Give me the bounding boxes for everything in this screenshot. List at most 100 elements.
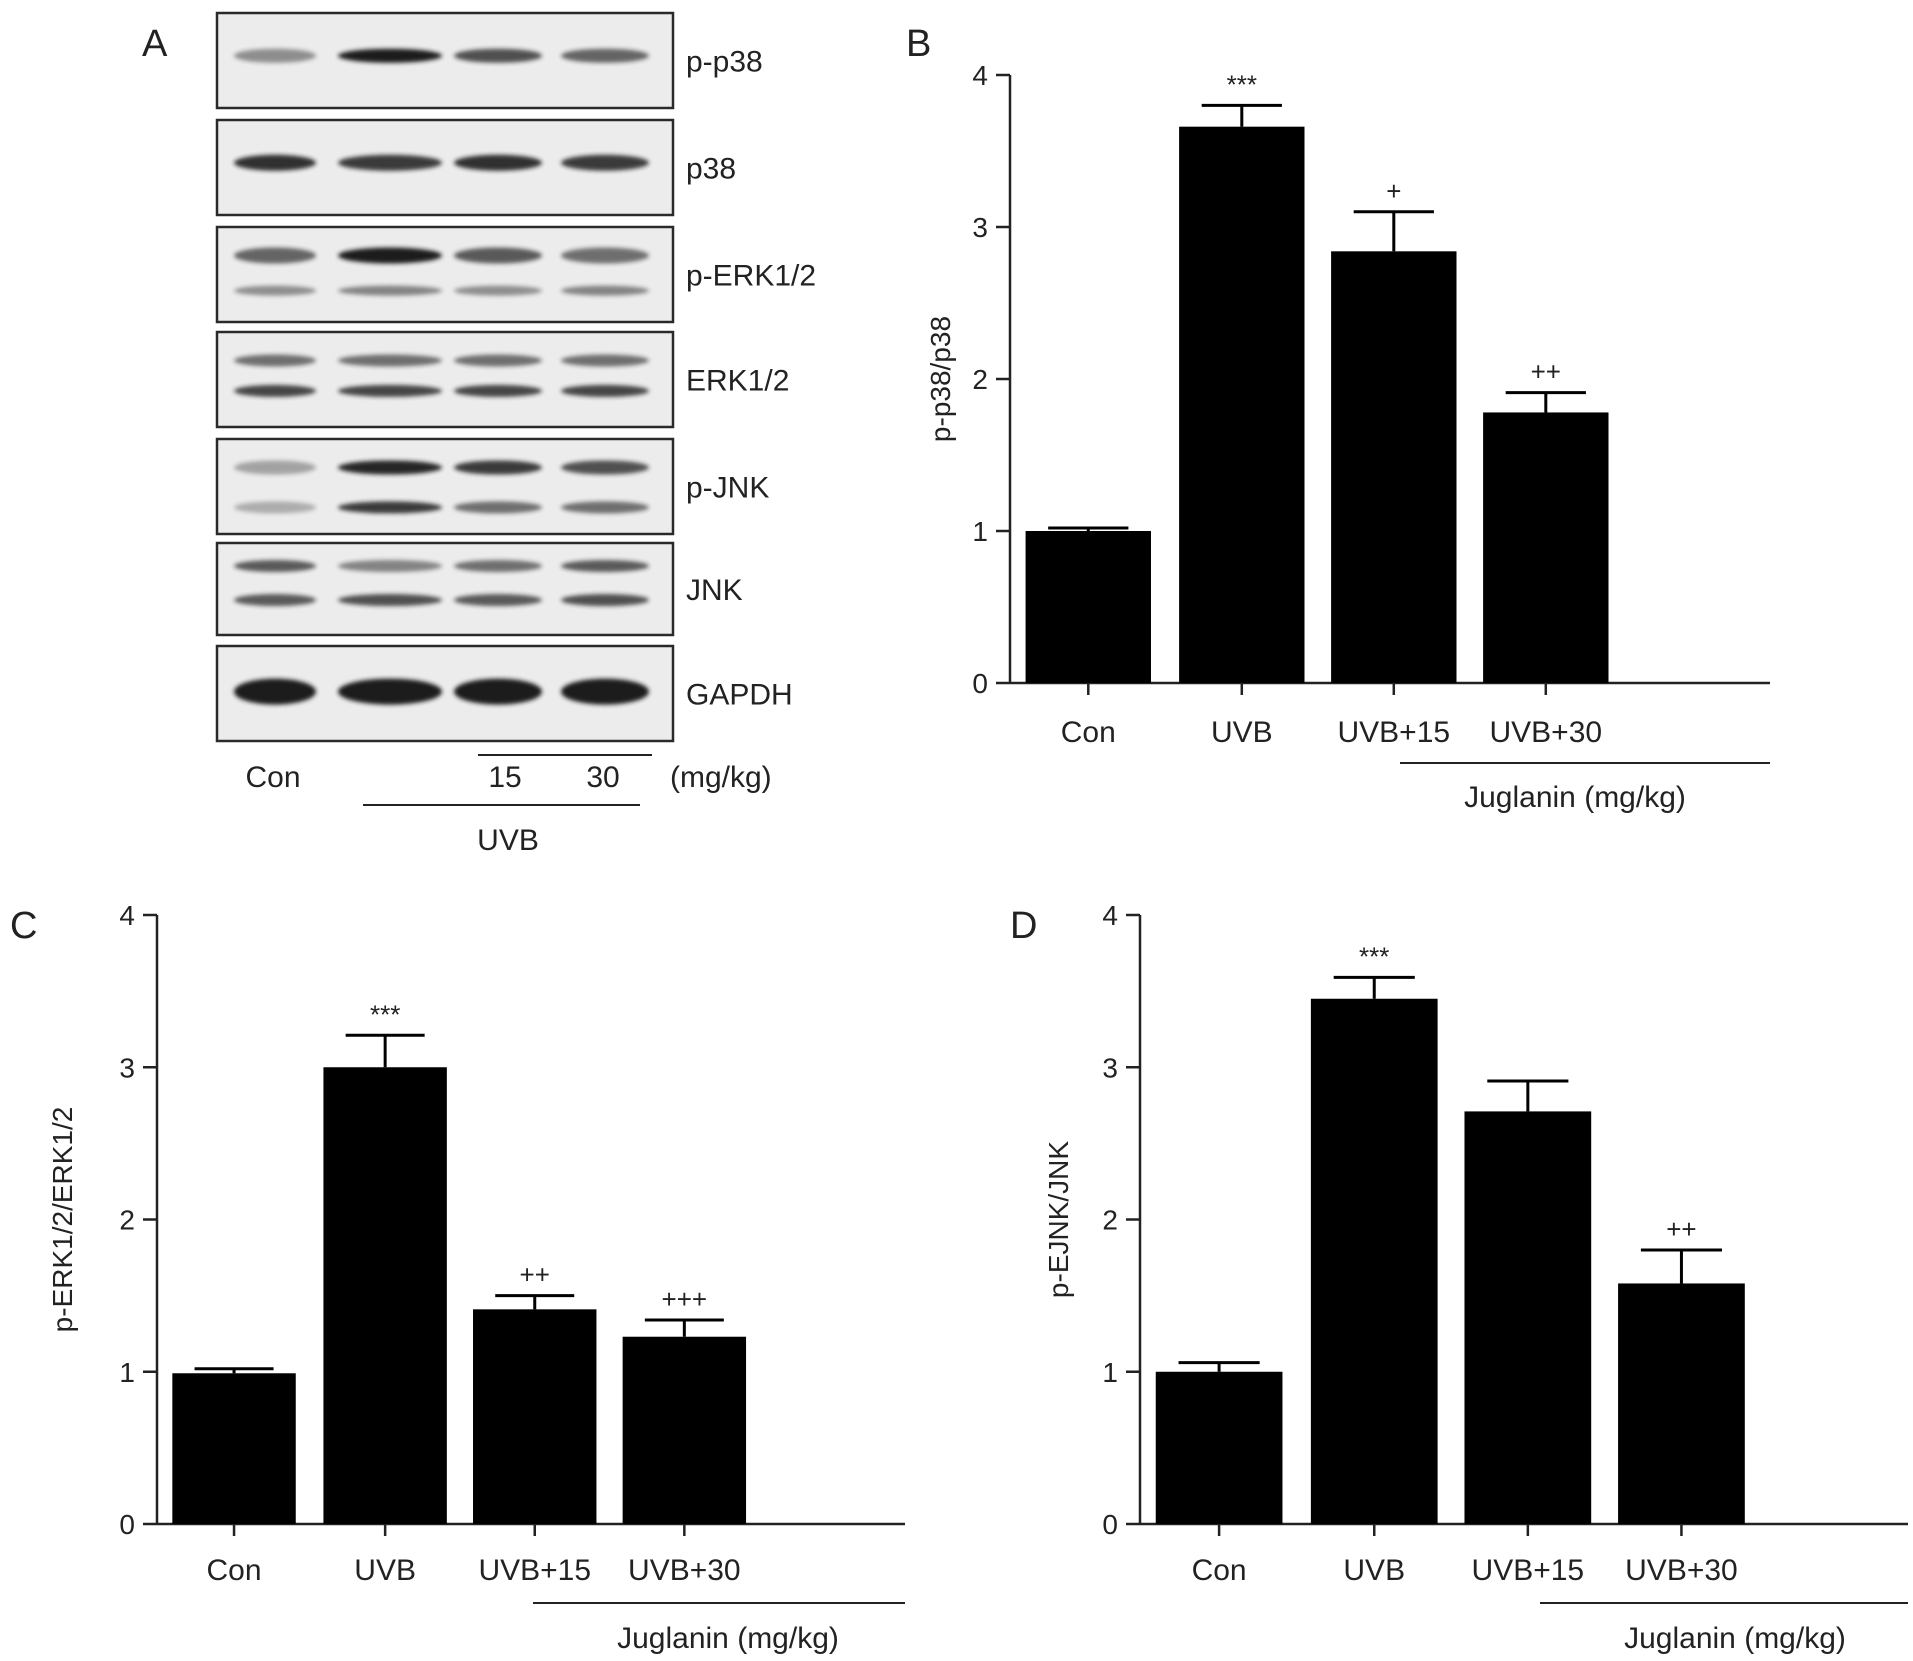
lane-label-30: 30 — [586, 761, 619, 794]
blot-band — [234, 678, 316, 705]
lane-label-unit: (mg/kg) — [670, 761, 772, 794]
blot-band — [561, 247, 649, 264]
y-axis-label: p-EJNK/JNK — [1043, 1141, 1074, 1298]
y-tick-label: 3 — [1102, 1052, 1118, 1083]
y-tick-label: 3 — [119, 1052, 135, 1083]
category-label: UVB+30 — [628, 1554, 741, 1587]
bar — [1464, 1111, 1592, 1524]
blot-band — [454, 247, 542, 264]
significance-label: ++ — [520, 1260, 550, 1290]
blot-band — [454, 48, 542, 63]
panel-label-a: A — [142, 23, 168, 65]
group-label: Juglanin (mg/kg) — [1464, 781, 1686, 814]
blot-protein-label: p-JNK — [686, 472, 769, 505]
blot-band — [454, 594, 542, 607]
blot-band — [338, 384, 442, 397]
blot-strip — [215, 225, 675, 324]
chart-panel-d: D 0 1 2 3 4 p-EJNK/JNK Con *** UVB UVB+15 ++ UVB+30 J… — [1010, 900, 1908, 1655]
blot-strip-frame — [215, 541, 675, 637]
y-tick-label: 2 — [972, 364, 988, 395]
category-label: UVB — [1343, 1554, 1405, 1587]
blot-protein-label: GAPDH — [686, 679, 793, 712]
blot-protein-labels: p-p38 p38 p-ERK1/2 ERK1/2 p-JNK JNK GAPDH — [686, 46, 816, 712]
blot-band — [234, 154, 316, 171]
blot-band — [234, 285, 316, 296]
group-label: Juglanin (mg/kg) — [617, 1622, 839, 1655]
significance-label: *** — [1359, 941, 1389, 971]
bar — [323, 1067, 447, 1524]
blot-strip — [215, 541, 675, 637]
y-tick-label: 0 — [119, 1509, 135, 1540]
blot-band — [561, 560, 649, 572]
blot-strip — [215, 118, 675, 217]
blot-band — [338, 285, 442, 296]
blot-band — [338, 594, 442, 607]
blot-band — [234, 384, 316, 397]
bar — [172, 1373, 296, 1524]
bar — [1483, 412, 1609, 683]
chart-panel-b: B 0 1 2 3 4 p-p38/p38 Con *** UVB + UVB+15 ++ UVB+30 J… — [906, 23, 1770, 814]
group-label: Juglanin (mg/kg) — [1624, 1622, 1846, 1655]
panel-label: D — [1010, 905, 1037, 947]
y-tick-label: 1 — [119, 1357, 135, 1388]
panel-label: C — [10, 905, 37, 947]
y-tick-label: 4 — [1102, 900, 1118, 931]
blot-band — [561, 384, 649, 397]
blot-protein-label: p-p38 — [686, 46, 763, 79]
western-blot-panel: A p-p38 p38 p-ERK1/2 ERK1/2 p-JNK JNK GAPDH Co… — [142, 11, 816, 857]
y-axis-label: p-ERK1/2/ERK1/2 — [47, 1107, 78, 1333]
blot-strip-frame — [215, 437, 675, 536]
blot-band — [454, 384, 542, 397]
blot-band — [234, 594, 316, 607]
blot-protein-label: ERK1/2 — [686, 365, 789, 398]
bar — [1310, 998, 1438, 1524]
blot-band — [234, 501, 316, 514]
blot-strip-frame — [215, 330, 675, 429]
y-tick-label: 4 — [119, 900, 135, 931]
blot-strip — [215, 330, 675, 429]
blot-strip — [215, 437, 675, 536]
y-tick-label: 0 — [1102, 1509, 1118, 1540]
bar — [622, 1336, 747, 1524]
blot-band — [338, 560, 442, 572]
y-tick-label: 4 — [972, 60, 988, 91]
category-label: Con — [1192, 1554, 1247, 1587]
lane-label-15: 15 — [488, 761, 521, 794]
blot-band — [561, 594, 649, 607]
blot-band — [338, 354, 442, 367]
lane-label-uvb: UVB — [477, 824, 539, 857]
category-label: UVB+15 — [478, 1554, 591, 1587]
blot-band — [454, 501, 542, 514]
blot-band — [454, 678, 542, 705]
y-tick-label: 1 — [1102, 1357, 1118, 1388]
blot-band — [338, 247, 442, 264]
bar — [1331, 251, 1457, 683]
blot-band — [338, 501, 442, 514]
blot-band — [561, 48, 649, 63]
y-tick-label: 0 — [972, 668, 988, 699]
category-label: UVB — [354, 1554, 416, 1587]
blot-strips — [215, 11, 675, 743]
blot-band — [561, 460, 649, 475]
blot-strip — [215, 644, 675, 743]
blot-protein-label: JNK — [686, 574, 743, 607]
bar — [1179, 126, 1305, 684]
y-axis-label: p-p38/p38 — [925, 316, 956, 442]
blot-band — [338, 154, 442, 171]
blot-band — [454, 154, 542, 171]
lane-label-con: Con — [245, 761, 300, 794]
blot-band — [561, 354, 649, 367]
category-label: UVB+15 — [1338, 716, 1451, 749]
blot-band — [338, 678, 442, 705]
blot-band — [561, 154, 649, 171]
blot-band — [561, 501, 649, 514]
category-label: UVB+15 — [1472, 1554, 1585, 1587]
blot-band — [234, 247, 316, 264]
blot-band — [234, 48, 316, 63]
bar — [473, 1309, 597, 1524]
blot-band — [454, 354, 542, 367]
y-tick-label: 3 — [972, 212, 988, 243]
blot-band — [338, 460, 442, 475]
significance-label: *** — [370, 999, 400, 1029]
blot-band — [454, 560, 542, 572]
